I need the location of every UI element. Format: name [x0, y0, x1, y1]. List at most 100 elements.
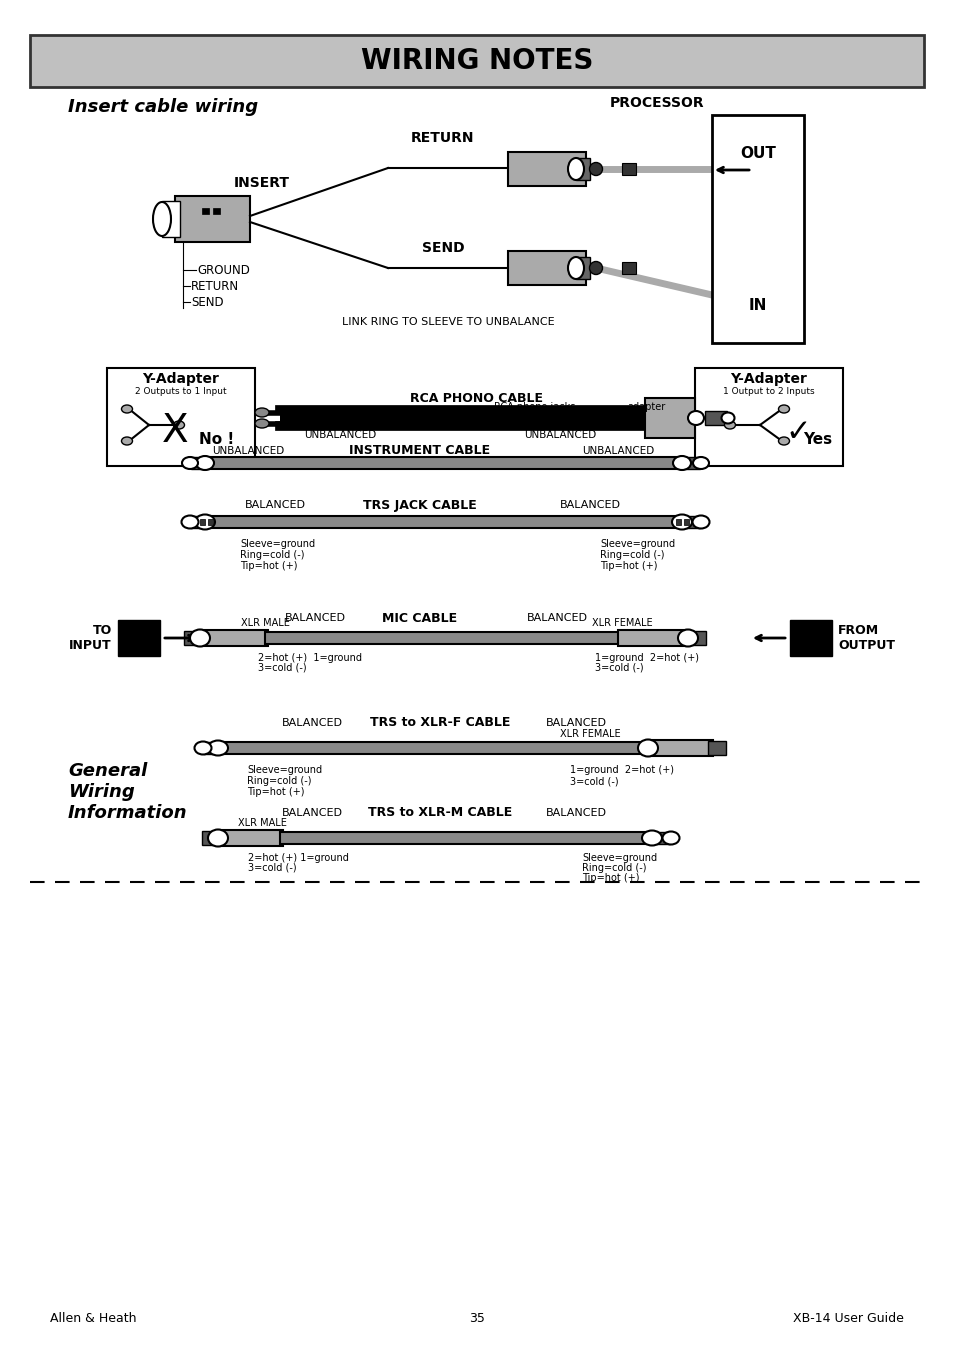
- Ellipse shape: [195, 457, 213, 470]
- Text: XB-14 User Guide: XB-14 User Guide: [792, 1312, 903, 1324]
- Text: OUT: OUT: [740, 146, 775, 161]
- Bar: [280, 832, 649, 844]
- Bar: [676, 519, 680, 526]
- Bar: [184, 631, 202, 644]
- Text: FROM
OUTPUT: FROM OUTPUT: [837, 624, 894, 653]
- Text: INSERT: INSERT: [233, 176, 290, 190]
- Text: WIRING NOTES: WIRING NOTES: [360, 47, 593, 76]
- Bar: [200, 519, 205, 526]
- Ellipse shape: [194, 515, 214, 530]
- Ellipse shape: [720, 412, 734, 423]
- Text: BALANCED: BALANCED: [558, 500, 619, 509]
- Ellipse shape: [641, 831, 661, 846]
- Text: XLR MALE: XLR MALE: [240, 617, 289, 628]
- Bar: [107, 367, 254, 466]
- Ellipse shape: [182, 457, 198, 469]
- Bar: [618, 630, 685, 646]
- Bar: [218, 742, 649, 754]
- Text: BALANCED: BALANCED: [281, 717, 342, 728]
- Ellipse shape: [661, 831, 679, 844]
- Text: Tip=hot (+): Tip=hot (+): [581, 873, 639, 884]
- Text: ✓: ✓: [784, 417, 810, 446]
- Ellipse shape: [181, 516, 198, 528]
- Text: TRS to XLR-F CABLE: TRS to XLR-F CABLE: [370, 716, 510, 730]
- Ellipse shape: [589, 262, 602, 274]
- Bar: [265, 632, 619, 644]
- Bar: [191, 516, 209, 528]
- Text: UNBALANCED: UNBALANCED: [581, 446, 654, 457]
- Text: XLR FEMALE: XLR FEMALE: [559, 730, 619, 739]
- Bar: [205, 457, 679, 469]
- Ellipse shape: [121, 405, 132, 413]
- Ellipse shape: [687, 411, 703, 426]
- Text: Insert cable wiring: Insert cable wiring: [68, 99, 258, 116]
- Bar: [507, 153, 585, 186]
- Bar: [704, 411, 726, 426]
- Text: BALANCED: BALANCED: [284, 613, 345, 623]
- Bar: [695, 367, 842, 466]
- Text: UNBALANCED: UNBALANCED: [212, 446, 284, 457]
- Text: BALANCED: BALANCED: [244, 500, 305, 509]
- Bar: [202, 208, 209, 213]
- Bar: [30, 35, 923, 86]
- Ellipse shape: [208, 740, 228, 755]
- Text: 3=cold (-): 3=cold (-): [595, 663, 643, 673]
- Bar: [621, 163, 636, 176]
- Ellipse shape: [692, 457, 708, 469]
- Ellipse shape: [190, 630, 210, 647]
- Ellipse shape: [778, 405, 789, 413]
- Ellipse shape: [589, 162, 602, 176]
- Text: Yes: Yes: [802, 432, 832, 447]
- Bar: [218, 830, 283, 846]
- Text: RETURN: RETURN: [191, 280, 239, 293]
- Bar: [208, 519, 213, 526]
- Bar: [213, 208, 220, 213]
- Text: Y-Adapter: Y-Adapter: [142, 372, 219, 386]
- Bar: [205, 516, 679, 528]
- Text: LINK RING TO SLEEVE TO UNBALANCE: LINK RING TO SLEEVE TO UNBALANCE: [341, 317, 554, 327]
- Text: BALANCED: BALANCED: [526, 613, 587, 623]
- Text: TRS JACK CABLE: TRS JACK CABLE: [363, 499, 476, 512]
- Bar: [118, 620, 160, 657]
- Text: BALANCED: BALANCED: [545, 717, 606, 728]
- Ellipse shape: [208, 830, 228, 847]
- Text: 1=ground  2=hot (+): 1=ground 2=hot (+): [569, 765, 673, 775]
- Bar: [681, 516, 700, 528]
- Text: 1 Output to 2 Inputs: 1 Output to 2 Inputs: [722, 386, 814, 396]
- Text: BALANCED: BALANCED: [281, 808, 342, 817]
- Bar: [647, 740, 712, 757]
- Text: 1=ground  2=hot (+): 1=ground 2=hot (+): [595, 653, 699, 663]
- Ellipse shape: [152, 203, 171, 236]
- Bar: [507, 251, 585, 285]
- Text: 3=cold (-): 3=cold (-): [257, 663, 306, 673]
- Text: Sleeve=ground: Sleeve=ground: [240, 539, 314, 549]
- Text: RETURN: RETURN: [411, 131, 475, 145]
- Ellipse shape: [638, 739, 658, 757]
- Text: XLR MALE: XLR MALE: [237, 817, 286, 828]
- Text: TRS to XLR-M CABLE: TRS to XLR-M CABLE: [368, 807, 512, 820]
- Ellipse shape: [678, 630, 698, 647]
- Text: Sleeve=ground: Sleeve=ground: [599, 539, 675, 549]
- Text: 2 Outputs to 1 Input: 2 Outputs to 1 Input: [135, 386, 227, 396]
- Ellipse shape: [672, 457, 690, 470]
- Bar: [576, 257, 589, 280]
- Ellipse shape: [567, 257, 583, 280]
- Bar: [687, 631, 705, 644]
- Text: Allen & Heath: Allen & Heath: [50, 1312, 136, 1324]
- Ellipse shape: [778, 436, 789, 444]
- Bar: [681, 457, 700, 469]
- Ellipse shape: [723, 422, 735, 430]
- Ellipse shape: [194, 742, 212, 754]
- Bar: [683, 519, 688, 526]
- Text: BALANCED: BALANCED: [545, 808, 606, 817]
- Text: INSTRUMENT CABLE: INSTRUMENT CABLE: [349, 444, 490, 458]
- Text: PROCESSOR: PROCESSOR: [609, 96, 703, 109]
- Text: RCA phono jacks: RCA phono jacks: [494, 403, 575, 412]
- Text: Tip=hot (+): Tip=hot (+): [240, 561, 297, 571]
- Ellipse shape: [692, 516, 709, 528]
- Text: Tip=hot (+): Tip=hot (+): [599, 561, 657, 571]
- Text: Y-Adapter: Y-Adapter: [730, 372, 806, 386]
- Text: Tip=hot (+): Tip=hot (+): [247, 788, 304, 797]
- Text: 3=cold (-): 3=cold (-): [248, 863, 296, 873]
- Text: IN: IN: [748, 297, 766, 312]
